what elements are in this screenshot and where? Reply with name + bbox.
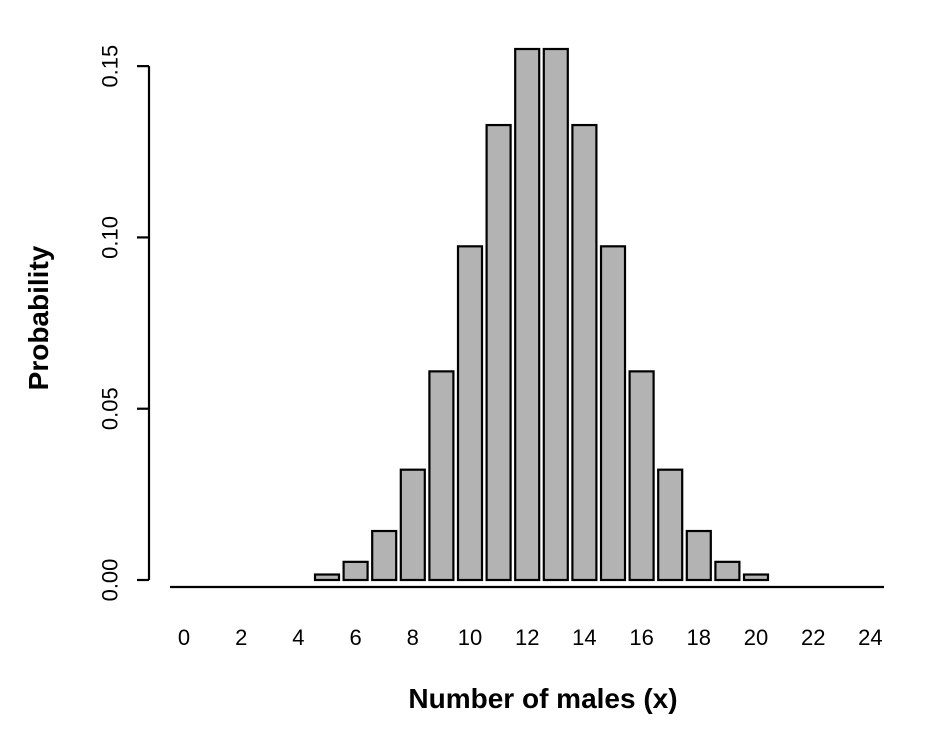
y-tick-label: 0.10 [98,216,123,259]
y-tick-label: 0.05 [98,387,123,430]
x-tick-label: 0 [178,625,190,650]
bar-x-5 [313,573,341,582]
bars-group [313,47,770,582]
bar-x-9 [428,370,455,582]
x-ticks-group: 0 2 4 6 8 10 12 14 16 18 20 22 24 [178,625,883,650]
y-axis-title: Probability [23,245,54,390]
bar-x-17 [657,468,684,582]
bar-x-13 [542,47,569,582]
bar-x-18 [685,529,712,582]
x-tick-label: 20 [744,625,768,650]
x-tick-label: 16 [629,625,653,650]
x-tick-label: 14 [572,625,596,650]
x-tick-label: 6 [349,625,361,650]
bar-x-11 [485,123,512,582]
x-tick-label: 8 [407,625,419,650]
bar-x-14 [571,123,598,582]
x-tick-label: 24 [858,625,882,650]
bar-x-20 [742,573,770,582]
x-tick-label: 2 [235,625,247,650]
bar-x-10 [456,245,484,582]
bar-x-15 [599,245,627,582]
bar-x-6 [342,560,369,582]
x-tick-label: 22 [801,625,825,650]
bar-x-19 [714,560,741,582]
y-ticks-group: 0.00 0.05 0.10 0.15 [98,45,149,602]
x-tick-label: 10 [458,625,482,650]
y-tick-label: 0.00 [98,559,123,602]
x-tick-label: 12 [515,625,539,650]
y-tick-label: 0.15 [98,45,123,88]
bar-x-7 [371,529,398,582]
bar-x-16 [628,370,655,582]
x-tick-label: 4 [292,625,304,650]
axes-group [147,66,884,589]
bar-x-8 [399,468,426,582]
x-tick-label: 18 [687,625,711,650]
x-axis-title: Number of males (x) [408,683,677,714]
bar-x-12 [514,47,541,582]
